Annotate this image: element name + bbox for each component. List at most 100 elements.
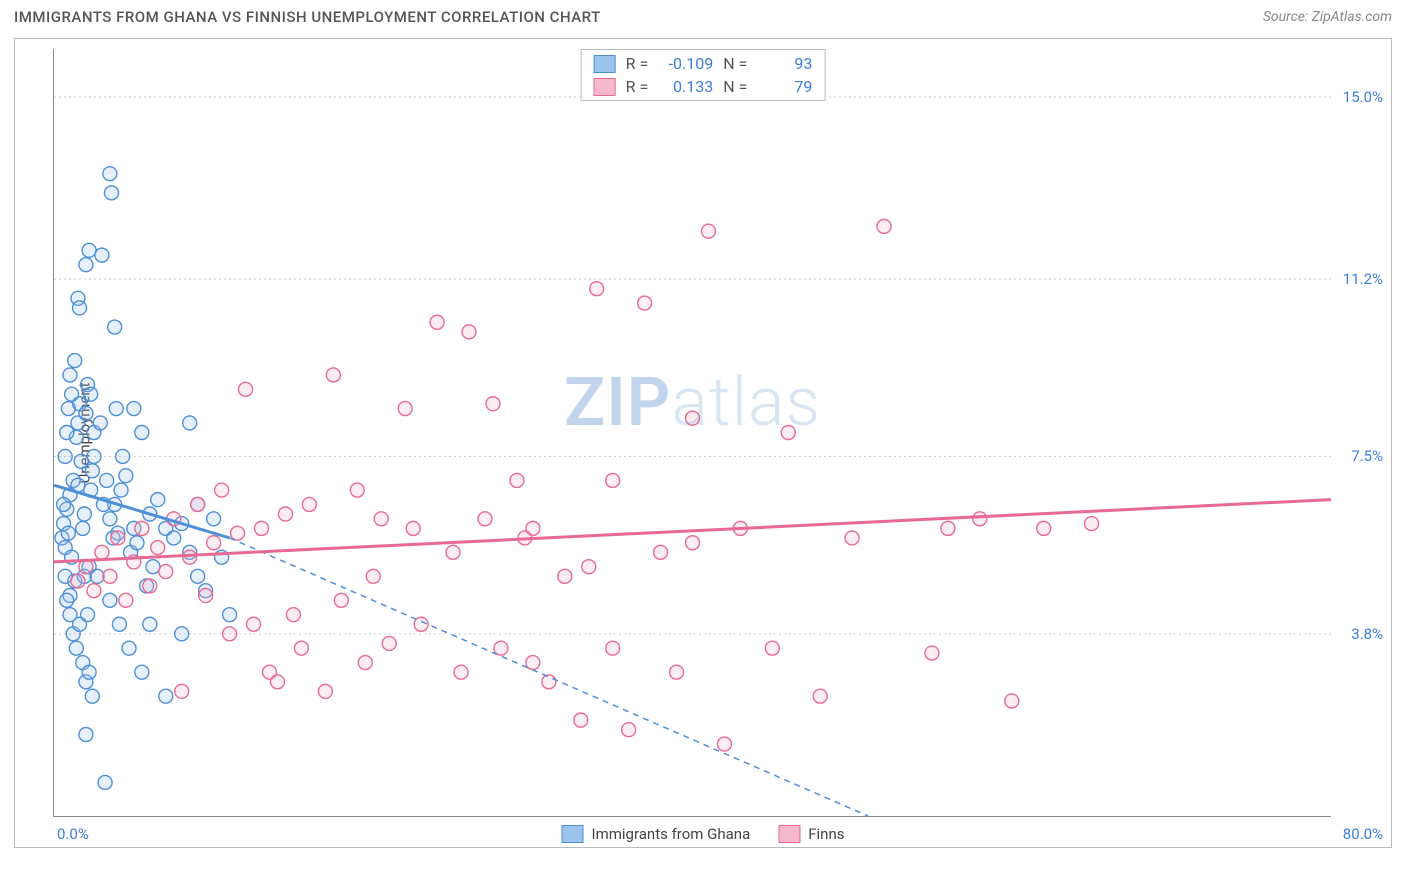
scatter-point-ghana <box>116 449 130 463</box>
scatter-point-ghana <box>151 493 165 507</box>
x-tick-min: 0.0% <box>57 825 89 843</box>
scatter-point-finns <box>398 402 412 416</box>
swatch-ghana <box>562 825 584 843</box>
chart-title: IMMIGRANTS FROM GHANA VS FINNISH UNEMPLO… <box>14 8 601 26</box>
scatter-point-finns <box>111 531 125 545</box>
legend-label-finns: Finns <box>808 825 844 843</box>
scatter-point-ghana <box>135 665 149 679</box>
y-tick-label: 7.5% <box>1351 447 1383 465</box>
scatter-point-finns <box>606 473 620 487</box>
scatter-point-finns <box>925 646 939 660</box>
plot-area: Unemployment ZIPatlas <box>53 49 1331 817</box>
scatter-point-ghana <box>90 569 104 583</box>
scatter-point-finns <box>446 545 460 559</box>
scatter-point-finns <box>286 608 300 622</box>
scatter-point-finns <box>454 665 468 679</box>
scatter-point-ghana <box>58 449 72 463</box>
scatter-point-finns <box>590 282 604 296</box>
stat-r-label: R = <box>626 54 649 73</box>
stat-n-label: N = <box>723 77 747 96</box>
scatter-point-ghana <box>79 258 93 272</box>
chart-source: Source: ZipAtlas.com <box>1263 9 1392 25</box>
legend-label-ghana: Immigrants from Ghana <box>592 825 751 843</box>
scatter-point-finns <box>654 545 668 559</box>
scatter-point-finns <box>430 315 444 329</box>
scatter-point-finns <box>478 512 492 526</box>
scatter-point-ghana <box>159 689 173 703</box>
scatter-point-finns <box>813 689 827 703</box>
scatter-point-ghana <box>85 464 99 478</box>
scatter-point-ghana <box>74 454 88 468</box>
stat-r-ghana: -0.109 <box>658 54 713 73</box>
scatter-point-ghana <box>84 387 98 401</box>
scatter-point-ghana <box>76 521 90 535</box>
scatter-point-ghana <box>130 536 144 550</box>
scatter-point-finns <box>574 713 588 727</box>
swatch-finns <box>594 78 616 96</box>
scatter-point-finns <box>270 675 284 689</box>
scatter-point-ghana <box>82 665 96 679</box>
scatter-point-ghana <box>57 497 71 511</box>
scatter-point-ghana <box>58 569 72 583</box>
scatter-point-ghana <box>207 512 221 526</box>
legend-item-finns: Finns <box>778 825 844 843</box>
scatter-point-ghana <box>98 775 112 789</box>
scatter-point-ghana <box>108 320 122 334</box>
scatter-point-ghana <box>77 507 91 521</box>
scatter-point-ghana <box>61 526 75 540</box>
scatter-point-finns <box>143 579 157 593</box>
chart-header: IMMIGRANTS FROM GHANA VS FINNISH UNEMPLO… <box>0 0 1406 30</box>
stat-r-label: R = <box>626 77 649 96</box>
scatter-point-ghana <box>60 593 74 607</box>
scatter-point-finns <box>941 521 955 535</box>
scatter-point-finns <box>686 536 700 550</box>
x-tick-max: 80.0% <box>1343 825 1383 843</box>
scatter-point-finns <box>382 636 396 650</box>
scatter-point-ghana <box>103 512 117 526</box>
scatter-point-finns <box>199 588 213 602</box>
regression-extrapolation-ghana <box>230 538 869 816</box>
scatter-point-finns <box>638 296 652 310</box>
scatter-point-finns <box>255 521 269 535</box>
scatter-point-ghana <box>73 301 87 315</box>
scatter-point-ghana <box>100 473 114 487</box>
swatch-ghana <box>594 55 616 73</box>
scatter-point-finns <box>765 641 779 655</box>
scatter-point-ghana <box>69 641 83 655</box>
scatter-point-finns <box>406 521 420 535</box>
swatch-finns <box>778 825 800 843</box>
scatter-point-ghana <box>119 469 133 483</box>
scatter-point-ghana <box>146 560 160 574</box>
scatter-point-ghana <box>79 406 93 420</box>
scatter-point-ghana <box>175 627 189 641</box>
scatter-point-finns <box>215 483 229 497</box>
scatter-point-finns <box>239 382 253 396</box>
scatter-point-finns <box>71 574 85 588</box>
scatter-point-finns <box>374 512 388 526</box>
scatter-point-finns <box>302 497 316 511</box>
scatter-point-finns <box>87 584 101 598</box>
scatter-point-finns <box>207 536 221 550</box>
scatter-point-ghana <box>95 248 109 262</box>
scatter-point-finns <box>877 219 891 233</box>
legend-item-ghana: Immigrants from Ghana <box>562 825 751 843</box>
scatter-point-finns <box>486 397 500 411</box>
scatter-point-ghana <box>183 416 197 430</box>
regression-line-finns <box>54 500 1331 562</box>
scatter-point-finns <box>191 497 205 511</box>
scatter-point-ghana <box>81 608 95 622</box>
scatter-point-finns <box>701 224 715 238</box>
scatter-point-finns <box>462 325 476 339</box>
scatter-point-ghana <box>63 368 77 382</box>
scatter-point-finns <box>494 641 508 655</box>
scatter-point-ghana <box>87 449 101 463</box>
chart-container: Unemployment ZIPatlas R = -0.109 N = 93 … <box>14 38 1392 848</box>
scatter-point-finns <box>526 656 540 670</box>
scatter-point-finns <box>542 675 556 689</box>
scatter-point-ghana <box>93 416 107 430</box>
scatter-point-finns <box>95 545 109 559</box>
scatter-point-finns <box>558 569 572 583</box>
scatter-point-finns <box>135 521 149 535</box>
scatter-point-finns <box>326 368 340 382</box>
scatter-point-ghana <box>60 426 74 440</box>
